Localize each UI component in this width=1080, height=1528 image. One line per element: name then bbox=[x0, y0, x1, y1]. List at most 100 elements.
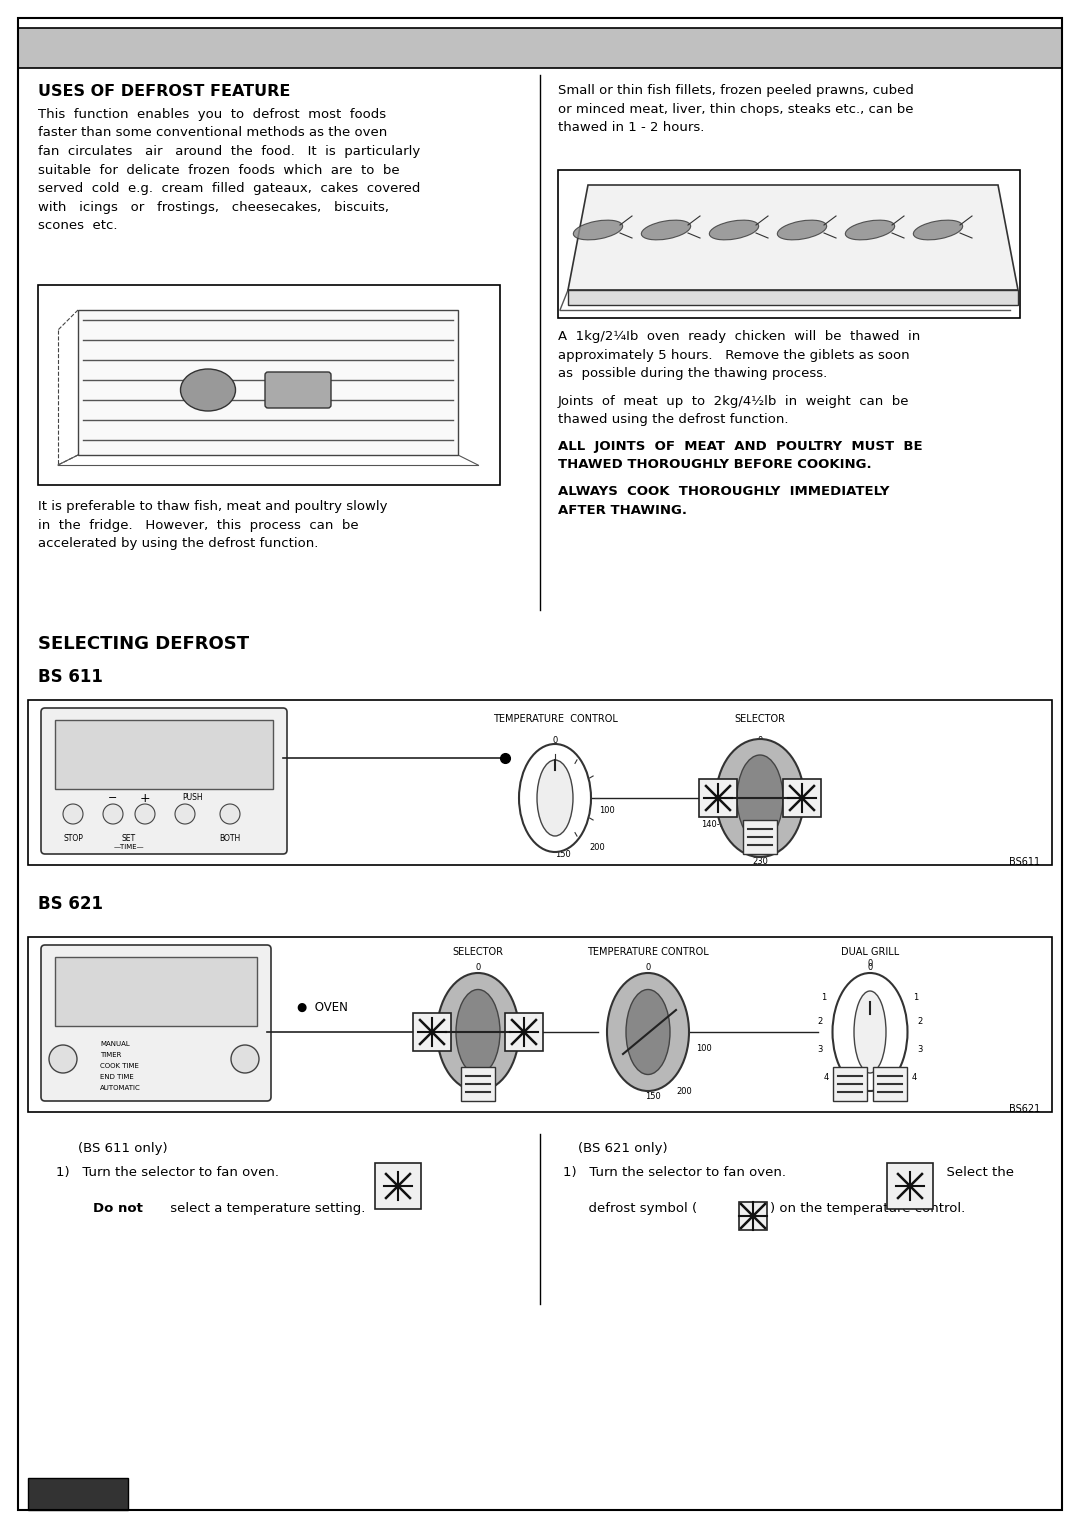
Text: SELECTING DEFROST: SELECTING DEFROST bbox=[38, 636, 249, 652]
Ellipse shape bbox=[626, 990, 670, 1074]
Text: TEMPERATURE  CONTROL: TEMPERATURE CONTROL bbox=[492, 714, 618, 724]
Text: 12: 12 bbox=[132, 744, 164, 769]
FancyBboxPatch shape bbox=[41, 707, 287, 854]
Text: It is preferable to thaw fish, meat and poultry slowly
in  the  fridge.   Howeve: It is preferable to thaw fish, meat and … bbox=[38, 500, 388, 550]
FancyBboxPatch shape bbox=[265, 371, 330, 408]
Text: −: − bbox=[108, 793, 118, 804]
Text: 140-220: 140-220 bbox=[701, 821, 735, 830]
Ellipse shape bbox=[833, 973, 907, 1091]
Circle shape bbox=[63, 804, 83, 824]
Text: END TIME: END TIME bbox=[100, 1074, 134, 1080]
Text: 230: 230 bbox=[752, 857, 768, 866]
FancyBboxPatch shape bbox=[55, 720, 273, 788]
Text: 200: 200 bbox=[676, 1086, 692, 1096]
Text: 30: 30 bbox=[164, 981, 197, 1005]
FancyBboxPatch shape bbox=[887, 1163, 933, 1209]
Text: (BS 621 only): (BS 621 only) bbox=[578, 1141, 667, 1155]
Ellipse shape bbox=[716, 740, 804, 857]
Circle shape bbox=[49, 1045, 77, 1073]
Circle shape bbox=[220, 804, 240, 824]
Bar bbox=[78, 310, 458, 455]
Text: TIMER: TIMER bbox=[100, 1051, 121, 1057]
Ellipse shape bbox=[437, 973, 519, 1091]
Text: (BS 611 only): (BS 611 only) bbox=[78, 1141, 167, 1155]
Text: 0: 0 bbox=[475, 963, 481, 972]
Circle shape bbox=[175, 804, 195, 824]
Text: 100: 100 bbox=[599, 805, 615, 814]
FancyBboxPatch shape bbox=[873, 1067, 907, 1102]
Text: SELECTOR: SELECTOR bbox=[453, 947, 503, 957]
Text: 0: 0 bbox=[646, 963, 650, 972]
FancyBboxPatch shape bbox=[55, 957, 257, 1025]
Text: ALWAYS  COOK  THOROUGHLY  IMMEDIATELY
AFTER THAWING.: ALWAYS COOK THOROUGHLY IMMEDIATELY AFTER… bbox=[558, 484, 890, 516]
Text: Do not: Do not bbox=[93, 1203, 143, 1215]
Ellipse shape bbox=[854, 992, 886, 1073]
Text: °: ° bbox=[166, 747, 171, 756]
Text: DUAL GRILL: DUAL GRILL bbox=[841, 947, 900, 957]
Ellipse shape bbox=[607, 973, 689, 1091]
Text: 0: 0 bbox=[867, 963, 873, 972]
Text: BOTH: BOTH bbox=[219, 834, 241, 843]
Text: A  1kg/2¼Ib  oven  ready  chicken  will  be  thawed  in
approximately 5 hours.  : A 1kg/2¼Ib oven ready chicken will be th… bbox=[558, 330, 920, 380]
Ellipse shape bbox=[710, 220, 758, 240]
FancyBboxPatch shape bbox=[38, 286, 500, 484]
Ellipse shape bbox=[573, 220, 623, 240]
FancyBboxPatch shape bbox=[28, 937, 1052, 1112]
Text: 1)   Turn the selector to fan oven.: 1) Turn the selector to fan oven. bbox=[56, 1166, 279, 1180]
Text: AUTOMATIC: AUTOMATIC bbox=[100, 1085, 140, 1091]
Circle shape bbox=[231, 1045, 259, 1073]
Text: PUSH: PUSH bbox=[183, 793, 203, 802]
FancyBboxPatch shape bbox=[739, 1203, 767, 1230]
Ellipse shape bbox=[846, 220, 894, 240]
Text: 5: 5 bbox=[852, 1085, 858, 1094]
Text: 4: 4 bbox=[823, 1073, 828, 1082]
FancyBboxPatch shape bbox=[743, 821, 777, 854]
Text: BS611: BS611 bbox=[1009, 857, 1040, 866]
FancyBboxPatch shape bbox=[18, 28, 1062, 69]
FancyBboxPatch shape bbox=[413, 1013, 451, 1051]
Text: BS 611: BS 611 bbox=[38, 668, 103, 686]
Text: Select the: Select the bbox=[939, 1166, 1014, 1180]
FancyBboxPatch shape bbox=[41, 944, 271, 1102]
Ellipse shape bbox=[456, 990, 500, 1074]
Ellipse shape bbox=[642, 220, 691, 240]
Text: 1)   Turn the selector to fan oven.: 1) Turn the selector to fan oven. bbox=[563, 1166, 786, 1180]
Text: ❅: ❅ bbox=[661, 1012, 672, 1024]
Ellipse shape bbox=[537, 759, 573, 836]
FancyBboxPatch shape bbox=[28, 700, 1052, 865]
Text: +: + bbox=[139, 792, 150, 805]
Text: BS621: BS621 bbox=[1009, 1105, 1040, 1114]
Text: 2: 2 bbox=[818, 1018, 823, 1027]
Text: This  function  enables  you  to  defrost  most  foods
faster than some conventi: This function enables you to defrost mos… bbox=[38, 108, 420, 232]
Text: 1: 1 bbox=[822, 993, 826, 1001]
Ellipse shape bbox=[914, 220, 962, 240]
Text: —TIME—: —TIME— bbox=[113, 843, 145, 850]
Text: 30: 30 bbox=[172, 744, 205, 769]
Text: Joints  of  meat  up  to  2kg/4½lb  in  weight  can  be
thawed using the defrost: Joints of meat up to 2kg/4½lb in weight … bbox=[558, 396, 909, 426]
Text: BS 621: BS 621 bbox=[38, 895, 103, 914]
Polygon shape bbox=[568, 290, 1018, 306]
Text: defrost symbol (: defrost symbol ( bbox=[563, 1203, 697, 1215]
Text: SELECTOR: SELECTOR bbox=[734, 714, 785, 724]
Text: °: ° bbox=[158, 984, 163, 995]
Text: MANUAL: MANUAL bbox=[100, 1041, 130, 1047]
Text: 3: 3 bbox=[917, 1045, 922, 1054]
FancyBboxPatch shape bbox=[783, 779, 821, 817]
Text: 0: 0 bbox=[757, 736, 762, 746]
Text: ) on the temperature control.: ) on the temperature control. bbox=[770, 1203, 966, 1215]
Circle shape bbox=[103, 804, 123, 824]
FancyBboxPatch shape bbox=[505, 1013, 543, 1051]
Text: 100: 100 bbox=[696, 1044, 712, 1053]
Text: 32: 32 bbox=[66, 1485, 90, 1504]
Ellipse shape bbox=[737, 755, 783, 840]
Circle shape bbox=[135, 804, 156, 824]
Ellipse shape bbox=[519, 744, 591, 853]
FancyBboxPatch shape bbox=[833, 1067, 867, 1102]
Polygon shape bbox=[568, 185, 1018, 290]
FancyBboxPatch shape bbox=[461, 1067, 495, 1102]
Text: 12: 12 bbox=[123, 981, 156, 1005]
Text: 4: 4 bbox=[912, 1073, 917, 1082]
Text: 150: 150 bbox=[645, 1093, 661, 1102]
Text: 1: 1 bbox=[914, 993, 919, 1001]
Ellipse shape bbox=[180, 368, 235, 411]
